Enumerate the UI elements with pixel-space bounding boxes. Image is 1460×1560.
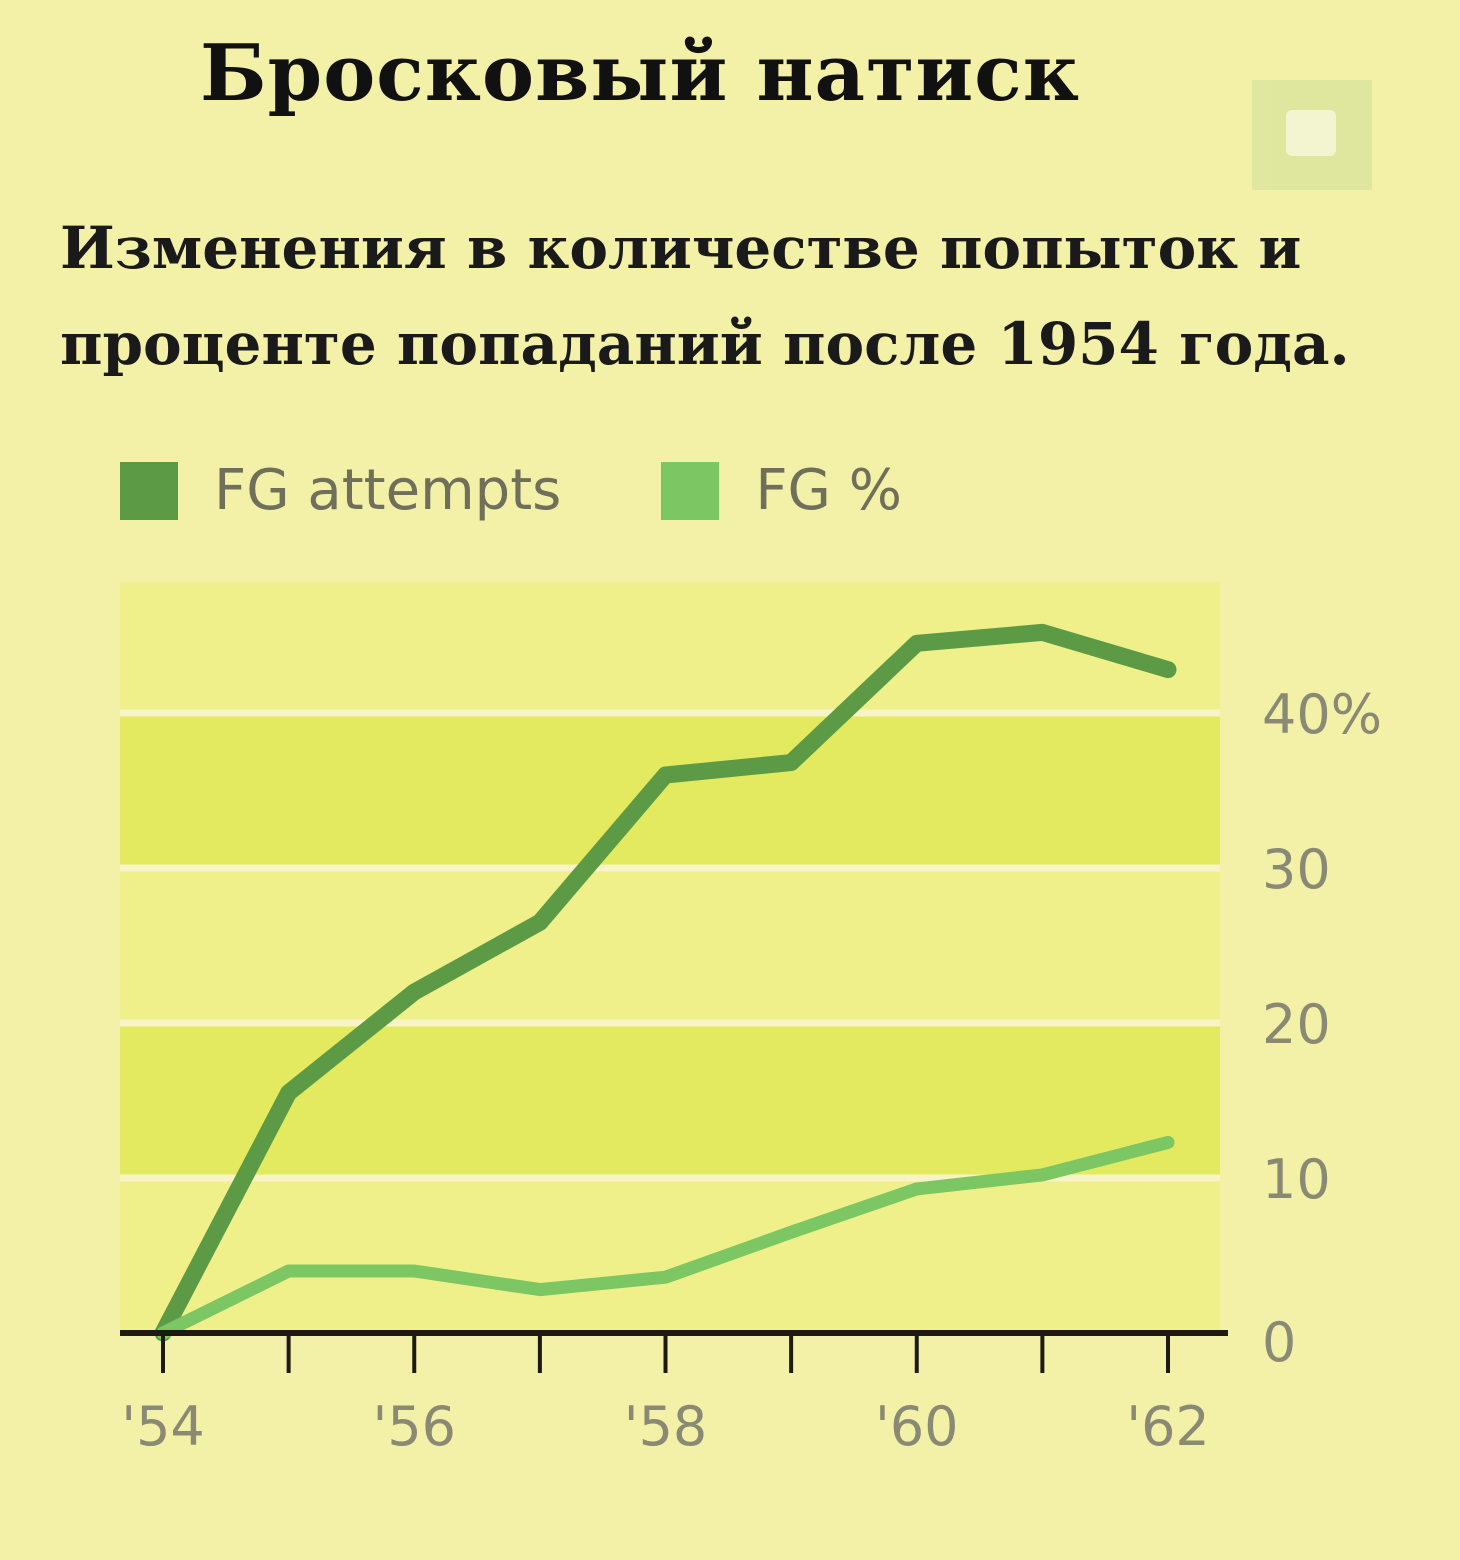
y-tick-label-20: 20 xyxy=(1262,993,1331,1056)
x-tick-label-1958: '58 xyxy=(624,1395,708,1458)
legend-label-fg-attempts: FG attempts xyxy=(214,458,562,523)
series-line-fg-attempts xyxy=(154,623,1177,1342)
y-tick-label-40: 40% xyxy=(1262,683,1382,746)
legend-swatch-fg-attempts xyxy=(120,461,178,520)
x-tick-label-1954: '54 xyxy=(121,1395,205,1458)
x-tick-label-1962: '62 xyxy=(1126,1395,1210,1458)
plot-band xyxy=(120,582,1220,713)
x-tick-label-1956: '56 xyxy=(372,1395,456,1458)
chart-legend: FG attempts FG % xyxy=(120,458,1002,523)
y-tick-label-10: 10 xyxy=(1262,1148,1331,1211)
subtitle-line-1: Изменения в количестве попыток и xyxy=(60,214,1302,282)
plot-band xyxy=(120,713,1220,868)
legend-label-fg-percent: FG % xyxy=(755,458,902,523)
y-tick-label-0: 0 xyxy=(1262,1311,1296,1374)
plot-background xyxy=(120,582,1220,1333)
x-tick-label-1960: '60 xyxy=(875,1395,959,1458)
line-chart: '54 '56 '58 '60 '62 0 10 20 30 40% xyxy=(120,582,1382,1458)
chart-subtitle: Изменения в количестве попыток и процент… xyxy=(60,200,1390,392)
chart-title: Бросковый натиск xyxy=(200,28,1081,119)
axes xyxy=(120,1330,1228,1373)
plot-band xyxy=(120,1178,1220,1333)
page-badge-icon xyxy=(1252,80,1372,190)
legend-item-fg-percent: FG % xyxy=(661,458,902,523)
legend-item-fg-attempts: FG attempts xyxy=(120,458,561,523)
series-layer xyxy=(154,623,1177,1342)
series-line-fg-percent xyxy=(156,1135,1175,1340)
tick-labels: '54 '56 '58 '60 '62 0 10 20 30 40% xyxy=(121,683,1382,1458)
subtitle-line-2: проценте попаданий после 1954 года. xyxy=(60,310,1350,378)
plot-band xyxy=(120,1023,1220,1178)
y-tick-label-30: 30 xyxy=(1262,838,1331,901)
plot-band xyxy=(120,868,1220,1023)
legend-swatch-fg-percent xyxy=(661,461,720,520)
